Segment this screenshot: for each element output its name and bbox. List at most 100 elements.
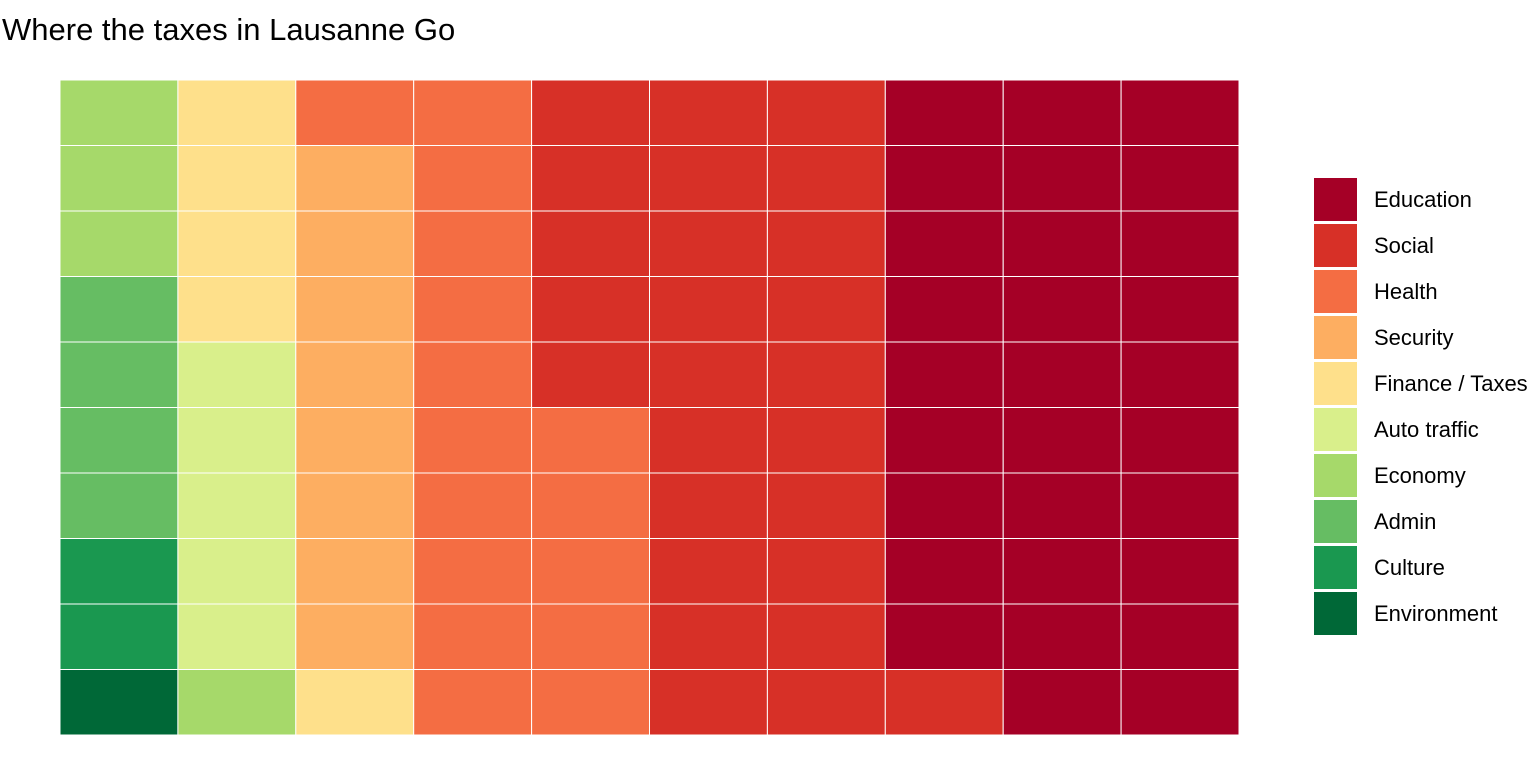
- waffle-cell-economy: [59, 79, 179, 146]
- waffle-cell-economy: [177, 669, 297, 736]
- waffle-cell-auto-traffic: [177, 538, 297, 605]
- waffle-cell-social: [649, 276, 768, 343]
- legend-label-auto-traffic: Auto traffic: [1374, 417, 1479, 442]
- waffle-cell-health: [531, 669, 650, 736]
- waffle-cell-education: [1002, 669, 1122, 736]
- waffle-cell-security: [295, 145, 415, 212]
- waffle-cell-culture: [59, 603, 179, 670]
- legend-label-economy: Economy: [1374, 463, 1466, 488]
- waffle-cell-health: [413, 210, 533, 277]
- legend-label-culture: Culture: [1374, 555, 1445, 580]
- waffle-cell-social: [766, 79, 886, 146]
- waffle-cell-social: [766, 669, 886, 736]
- waffle-cell-education: [884, 79, 1004, 146]
- waffle-cell-social: [766, 145, 886, 212]
- waffle-cell-security: [295, 603, 415, 670]
- waffle-cell-health: [413, 145, 533, 212]
- waffle-cell-education: [1120, 276, 1240, 343]
- waffle-cell-social: [531, 210, 650, 277]
- waffle-cell-security: [295, 538, 415, 605]
- legend-label-social: Social: [1374, 233, 1434, 258]
- waffle-cell-education: [884, 341, 1004, 408]
- legend-swatch-admin: [1314, 500, 1357, 543]
- waffle-cell-security: [295, 472, 415, 539]
- waffle-cell-social: [766, 603, 886, 670]
- waffle-cell-education: [1120, 145, 1240, 212]
- waffle-cell-social: [649, 145, 768, 212]
- waffle-cell-economy: [59, 145, 179, 212]
- waffle-cell-health: [531, 603, 650, 670]
- waffle-cell-finance-taxes: [177, 276, 297, 343]
- waffle-cell-education: [1120, 669, 1240, 736]
- waffle-cell-social: [884, 669, 1004, 736]
- waffle-cell-education: [884, 472, 1004, 539]
- legend-swatch-culture: [1314, 546, 1357, 589]
- waffle-cell-education: [1002, 603, 1122, 670]
- waffle-cell-education: [884, 276, 1004, 343]
- legend-swatch-finance-taxes: [1314, 362, 1357, 405]
- waffle-cell-social: [766, 538, 886, 605]
- waffle-cell-health: [531, 472, 650, 539]
- waffle-cell-admin: [59, 472, 179, 539]
- waffle-cell-security: [295, 276, 415, 343]
- legend-label-education: Education: [1374, 187, 1472, 212]
- waffle-cell-education: [884, 145, 1004, 212]
- waffle-cell-social: [649, 669, 768, 736]
- waffle-cell-education: [1002, 407, 1122, 474]
- legend-swatch-security: [1314, 316, 1357, 359]
- waffle-cell-health: [413, 669, 533, 736]
- waffle-cell-education: [1120, 538, 1240, 605]
- waffle-cell-culture: [59, 538, 179, 605]
- waffle-cell-security: [295, 210, 415, 277]
- waffle-cell-education: [1120, 210, 1240, 277]
- waffle-cell-social: [531, 341, 650, 408]
- waffle-cell-education: [1002, 538, 1122, 605]
- waffle-cell-auto-traffic: [177, 407, 297, 474]
- waffle-cell-social: [649, 538, 768, 605]
- waffle-cell-social: [649, 472, 768, 539]
- waffle-cell-social: [531, 79, 650, 146]
- waffle-cell-finance-taxes: [295, 669, 415, 736]
- legend-label-admin: Admin: [1374, 509, 1437, 534]
- waffle-cell-education: [884, 210, 1004, 277]
- waffle-cell-finance-taxes: [177, 145, 297, 212]
- waffle-cell-auto-traffic: [177, 603, 297, 670]
- waffle-cell-social: [531, 145, 650, 212]
- waffle-cell-auto-traffic: [177, 472, 297, 539]
- waffle-cell-health: [295, 79, 415, 146]
- waffle-cell-education: [1002, 472, 1122, 539]
- waffle-cell-health: [413, 538, 533, 605]
- legend-label-finance-taxes: Finance / Taxes: [1374, 371, 1528, 396]
- waffle-cell-health: [413, 472, 533, 539]
- legend-swatch-health: [1314, 270, 1357, 313]
- waffle-cell-social: [649, 341, 768, 408]
- waffle-cell-social: [766, 276, 886, 343]
- waffle-cell-education: [1002, 79, 1122, 146]
- waffle-cell-education: [1120, 472, 1240, 539]
- waffle-cell-auto-traffic: [177, 341, 297, 408]
- waffle-cell-education: [1002, 145, 1122, 212]
- waffle-cell-health: [413, 407, 533, 474]
- waffle-cell-health: [413, 603, 533, 670]
- legend-label-health: Health: [1374, 279, 1438, 304]
- waffle-cell-admin: [59, 341, 179, 408]
- waffle-cell-security: [295, 407, 415, 474]
- legend-label-environment: Environment: [1374, 601, 1498, 626]
- waffle-cell-social: [766, 407, 886, 474]
- waffle-cell-education: [1002, 276, 1122, 343]
- waffle-cell-environment: [59, 669, 179, 736]
- waffle-cell-education: [1002, 210, 1122, 277]
- waffle-cell-health: [413, 79, 533, 146]
- waffle-cell-social: [766, 472, 886, 539]
- waffle-cell-admin: [59, 407, 179, 474]
- waffle-cell-social: [766, 341, 886, 408]
- waffle-cell-social: [649, 79, 768, 146]
- waffle-cell-finance-taxes: [177, 79, 297, 146]
- waffle-cell-education: [1120, 407, 1240, 474]
- waffle-cell-education: [884, 538, 1004, 605]
- waffle-cell-education: [884, 603, 1004, 670]
- waffle-cell-economy: [59, 210, 179, 277]
- waffle-cell-health: [531, 407, 650, 474]
- waffle-cell-social: [649, 603, 768, 670]
